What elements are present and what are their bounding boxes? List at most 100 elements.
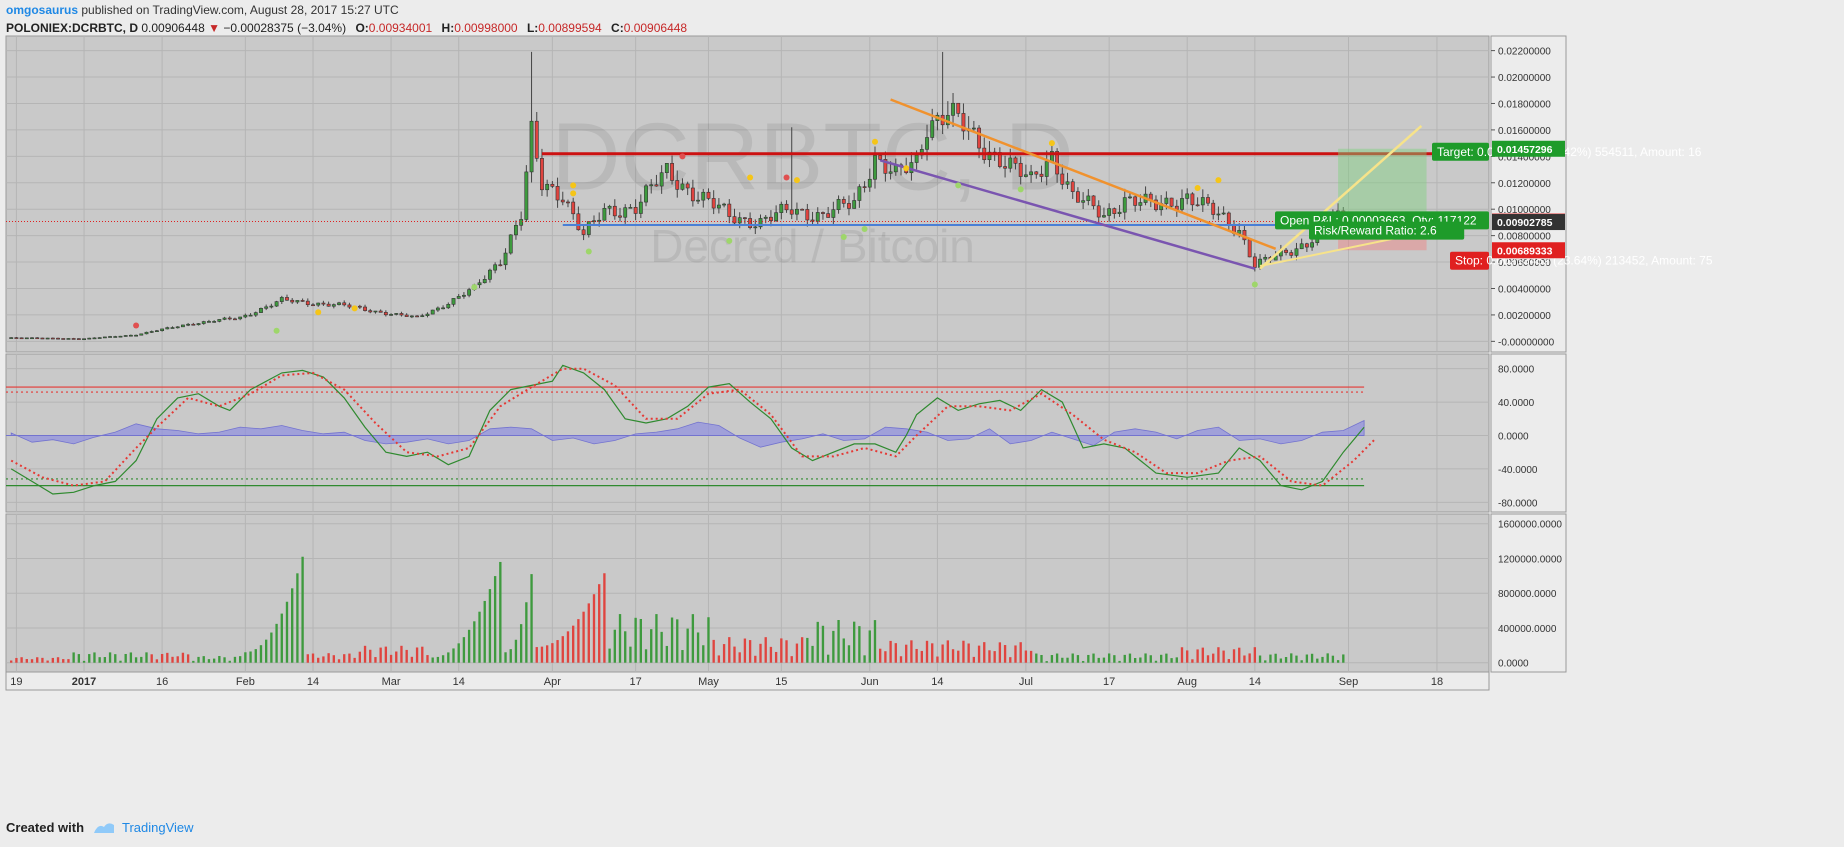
price-axis-tag — [1492, 214, 1565, 231]
candle-body — [534, 120, 539, 159]
candle-body — [165, 327, 170, 330]
volume-bar — [1160, 654, 1163, 663]
volume-bar — [119, 660, 122, 663]
volume-bar — [384, 646, 388, 663]
volume-bar — [759, 643, 762, 663]
volume-bar — [592, 594, 596, 663]
projection-trendline[interactable] — [1259, 125, 1423, 270]
candle-body — [550, 183, 555, 187]
author-name[interactable]: omgosaurus — [6, 3, 79, 17]
candle-body — [571, 201, 576, 215]
last-price: 0.00906448 — [141, 21, 205, 35]
candle-body — [201, 321, 206, 324]
candle-body — [482, 279, 487, 284]
target-label-text: Target: 0.00554511 (61.42%) 554511, Amou… — [1437, 145, 1702, 159]
volume-bar — [150, 654, 153, 663]
volume-bar — [608, 648, 611, 663]
candle-body — [363, 306, 367, 311]
volume-bar — [1144, 653, 1147, 663]
x-tick-label: Sep — [1339, 676, 1359, 688]
candle-body — [420, 315, 425, 317]
volume-bar — [946, 640, 950, 663]
candle-body — [191, 323, 196, 326]
volume-bar — [72, 652, 75, 663]
volume-bar — [1092, 653, 1095, 663]
volume-bar — [129, 652, 133, 663]
candle-body — [545, 183, 550, 191]
volume-bar — [478, 611, 481, 663]
volume-bar — [894, 643, 897, 663]
volume-bar — [1253, 647, 1257, 663]
volume-bar — [265, 639, 268, 663]
volume-bar — [1081, 661, 1085, 663]
volume-bar — [1133, 658, 1137, 663]
candle-body — [1169, 197, 1174, 207]
volume-bar — [77, 654, 81, 663]
volume-bar — [1336, 660, 1340, 663]
risk-reward-label-bg — [1309, 221, 1465, 240]
signal-dot — [133, 322, 140, 329]
chart-canvas[interactable]: 19 2017 16 Feb 14 Mar 14 Apr 17 May 15 Jun 14 Jul 17 Au… — [0, 0, 1844, 815]
candle-body — [607, 205, 612, 209]
volume-bar — [1279, 658, 1283, 663]
candle-body — [815, 212, 820, 222]
volume-bar — [853, 621, 856, 663]
candle-body — [867, 178, 872, 188]
tradingview-link[interactable]: TradingView — [122, 820, 194, 835]
volume-bar — [551, 643, 554, 663]
candle-body — [826, 213, 831, 218]
signal-dot — [871, 138, 878, 145]
risk-reward-label[interactable]: Risk/Reward Ratio: 2.6 — [1309, 221, 1465, 240]
volume-bar — [519, 624, 523, 663]
volume-bar — [988, 650, 991, 663]
y-tick-label: 80.0000 — [1498, 365, 1535, 376]
volume-bar — [1050, 655, 1054, 663]
volume-bar — [873, 620, 877, 663]
volume-bar — [186, 654, 190, 663]
volume-bar — [317, 657, 320, 663]
volume-bar — [212, 658, 216, 663]
upper-trendline[interactable] — [890, 98, 1277, 251]
candle-body — [1107, 208, 1112, 216]
volume-bar — [1024, 650, 1028, 663]
candle-body — [493, 264, 498, 271]
target-label[interactable]: Target: 0.00554511 (61.42%) 554511, Amou… — [1432, 142, 1702, 161]
x-tick-label: 17 — [629, 676, 641, 688]
x-tick-label: 14 — [1249, 676, 1261, 688]
volume-bar — [124, 653, 127, 663]
signal-dot — [955, 182, 962, 189]
volume-bar — [582, 611, 585, 663]
lower-trendline[interactable] — [879, 159, 1256, 270]
volume-bar — [962, 640, 965, 663]
volume-bar — [244, 652, 247, 663]
candle-body — [144, 331, 149, 335]
candle-body — [477, 282, 482, 286]
x-tick-label: 16 — [156, 676, 168, 688]
volume-bar — [1149, 655, 1152, 663]
volume-bar — [1310, 653, 1314, 663]
candle-body — [529, 120, 534, 173]
volume-bar — [702, 645, 705, 663]
volume-bar — [389, 654, 393, 663]
candle-body — [1299, 243, 1304, 250]
volume-bar — [587, 603, 590, 663]
volume-bar — [509, 649, 512, 663]
candle-body — [435, 307, 440, 311]
volume-bar — [717, 655, 721, 663]
volume-bar — [93, 652, 96, 663]
volume-bar — [296, 573, 299, 663]
volume-bar — [1040, 654, 1043, 663]
stop-label[interactable]: Stop: 0.00213452 (23.64%) 213452, Amount… — [1450, 251, 1713, 270]
volume-bar — [993, 651, 996, 663]
volume-bar — [1014, 645, 1017, 663]
volume-bar — [957, 650, 960, 663]
candle-body — [612, 205, 617, 217]
candle-body — [670, 163, 674, 181]
signal-dot — [1215, 177, 1222, 184]
volume-bar — [25, 659, 28, 663]
candle-body — [1195, 204, 1200, 207]
candle-body — [888, 171, 893, 174]
candle-body — [628, 207, 633, 209]
volume-bar — [400, 645, 403, 663]
volume-bar — [598, 584, 601, 663]
